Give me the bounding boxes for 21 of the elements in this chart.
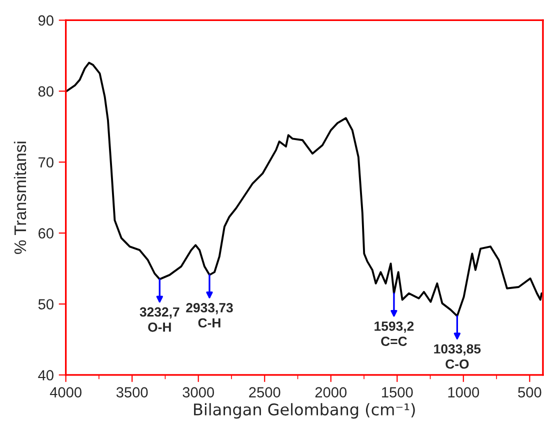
- x-tick-label: 1500: [382, 387, 413, 398]
- x-axis-title: Bilangan Gelombang (cm⁻¹): [194, 403, 415, 419]
- annotation: 3232,7 O-H: [140, 307, 180, 332]
- y-axis-title: % Transmitansi: [14, 142, 26, 254]
- y-tick-label: 50: [38, 299, 54, 310]
- x-tick-label: 3000: [182, 387, 214, 398]
- y-tick-label: 90: [38, 15, 54, 26]
- x-tick-label: 2500: [249, 387, 280, 398]
- y-tick-label: 40: [38, 370, 54, 380]
- x-tick-label: 1000: [448, 387, 480, 398]
- annotation: 2933,73 C-H: [186, 303, 233, 328]
- line-series: [66, 62, 543, 318]
- annotation: 1033,85 C-O: [434, 344, 481, 369]
- annotation: 1593,2 C=C: [374, 321, 414, 346]
- x-tick-label: 2000: [315, 387, 347, 398]
- x-tick-label: 4000: [50, 387, 82, 398]
- y-tick-label: 70: [38, 157, 54, 168]
- x-tick-label: 500: [518, 387, 542, 398]
- x-tick-label: 3500: [116, 387, 148, 398]
- y-tick-label: 60: [38, 228, 54, 238]
- y-tick-label: 80: [38, 86, 54, 97]
